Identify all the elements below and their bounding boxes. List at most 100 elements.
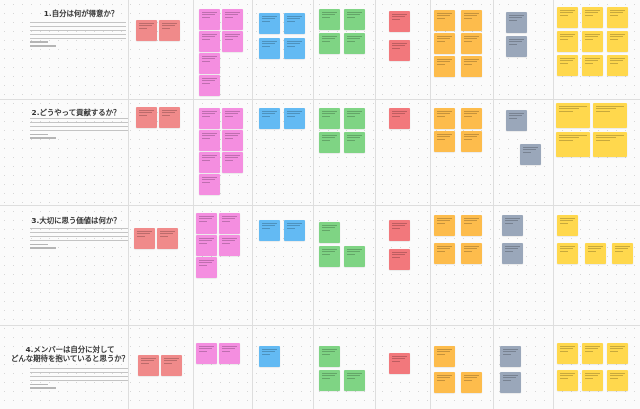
sticky-note[interactable]: [593, 103, 627, 128]
sticky-note[interactable]: [461, 10, 482, 31]
sticky-note[interactable]: [319, 108, 340, 129]
sticky-note[interactable]: [389, 353, 410, 374]
sticky-note[interactable]: [284, 220, 305, 241]
sticky-note[interactable]: [222, 108, 243, 129]
sticky-note[interactable]: [136, 20, 157, 41]
sticky-note[interactable]: [389, 249, 410, 270]
sticky-note[interactable]: [344, 132, 365, 153]
sticky-note[interactable]: [461, 108, 482, 129]
sticky-note[interactable]: [284, 13, 305, 34]
sticky-note[interactable]: [196, 213, 217, 234]
sticky-note[interactable]: [461, 56, 482, 77]
sticky-note[interactable]: [461, 243, 482, 264]
sticky-note[interactable]: [520, 144, 541, 165]
sticky-note[interactable]: [557, 7, 578, 28]
sticky-note[interactable]: [134, 228, 155, 249]
sticky-note[interactable]: [219, 213, 240, 234]
sticky-note[interactable]: [199, 108, 220, 129]
sticky-note[interactable]: [219, 343, 240, 364]
sticky-note[interactable]: [557, 243, 578, 264]
sticky-note[interactable]: [344, 9, 365, 30]
sticky-note[interactable]: [219, 235, 240, 256]
sticky-note[interactable]: [557, 55, 578, 76]
sticky-note[interactable]: [199, 130, 220, 151]
sticky-note[interactable]: [506, 12, 527, 33]
sticky-note[interactable]: [502, 243, 523, 264]
sticky-note[interactable]: [582, 31, 603, 52]
sticky-note[interactable]: [607, 370, 628, 391]
sticky-note[interactable]: [556, 103, 590, 128]
sticky-note[interactable]: [434, 346, 455, 367]
sticky-note[interactable]: [199, 174, 220, 195]
sticky-note[interactable]: [434, 372, 455, 393]
sticky-note[interactable]: [344, 246, 365, 267]
sticky-note[interactable]: [344, 370, 365, 391]
sticky-note[interactable]: [222, 9, 243, 30]
sticky-note[interactable]: [319, 132, 340, 153]
sticky-note[interactable]: [557, 31, 578, 52]
sticky-note[interactable]: [557, 215, 578, 236]
sticky-note[interactable]: [259, 13, 280, 34]
sticky-note[interactable]: [557, 343, 578, 364]
sticky-note[interactable]: [434, 108, 455, 129]
sticky-note[interactable]: [389, 11, 410, 32]
sticky-note[interactable]: [319, 33, 340, 54]
sticky-note[interactable]: [161, 355, 182, 376]
sticky-note[interactable]: [461, 215, 482, 236]
sticky-note[interactable]: [500, 372, 521, 393]
sticky-note[interactable]: [319, 246, 340, 267]
sticky-note[interactable]: [222, 152, 243, 173]
sticky-note[interactable]: [259, 108, 280, 129]
sticky-note[interactable]: [506, 110, 527, 131]
sticky-note[interactable]: [199, 9, 220, 30]
sticky-note[interactable]: [389, 108, 410, 129]
sticky-note[interactable]: [607, 343, 628, 364]
sticky-note[interactable]: [434, 215, 455, 236]
sticky-note[interactable]: [582, 370, 603, 391]
sticky-note[interactable]: [607, 55, 628, 76]
sticky-note[interactable]: [196, 343, 217, 364]
sticky-note[interactable]: [319, 346, 340, 367]
sticky-note[interactable]: [593, 132, 627, 157]
sticky-note[interactable]: [159, 107, 180, 128]
sticky-note[interactable]: [506, 36, 527, 57]
sticky-note[interactable]: [259, 346, 280, 367]
sticky-note[interactable]: [607, 31, 628, 52]
sticky-note[interactable]: [199, 53, 220, 74]
sticky-note[interactable]: [319, 222, 340, 243]
sticky-note[interactable]: [199, 31, 220, 52]
sticky-note[interactable]: [138, 355, 159, 376]
sticky-note[interactable]: [319, 370, 340, 391]
sticky-note[interactable]: [259, 220, 280, 241]
sticky-note[interactable]: [222, 31, 243, 52]
sticky-note[interactable]: [389, 220, 410, 241]
sticky-note[interactable]: [582, 343, 603, 364]
sticky-note[interactable]: [582, 7, 603, 28]
sticky-note[interactable]: [389, 40, 410, 61]
sticky-note[interactable]: [434, 131, 455, 152]
sticky-note[interactable]: [344, 33, 365, 54]
sticky-note[interactable]: [136, 107, 157, 128]
sticky-note[interactable]: [284, 38, 305, 59]
sticky-note[interactable]: [461, 131, 482, 152]
sticky-note[interactable]: [319, 9, 340, 30]
sticky-note[interactable]: [582, 55, 603, 76]
sticky-note[interactable]: [157, 228, 178, 249]
sticky-note[interactable]: [434, 33, 455, 54]
sticky-note[interactable]: [461, 372, 482, 393]
sticky-note[interactable]: [222, 130, 243, 151]
sticky-note[interactable]: [196, 257, 217, 278]
sticky-note[interactable]: [461, 33, 482, 54]
sticky-note[interactable]: [284, 108, 305, 129]
sticky-note[interactable]: [612, 243, 633, 264]
sticky-note[interactable]: [556, 132, 590, 157]
sticky-note[interactable]: [557, 370, 578, 391]
sticky-note[interactable]: [500, 346, 521, 367]
sticky-note[interactable]: [199, 75, 220, 96]
sticky-note[interactable]: [434, 243, 455, 264]
sticky-note[interactable]: [502, 215, 523, 236]
sticky-note[interactable]: [259, 38, 280, 59]
sticky-note[interactable]: [199, 152, 220, 173]
sticky-note[interactable]: [196, 235, 217, 256]
